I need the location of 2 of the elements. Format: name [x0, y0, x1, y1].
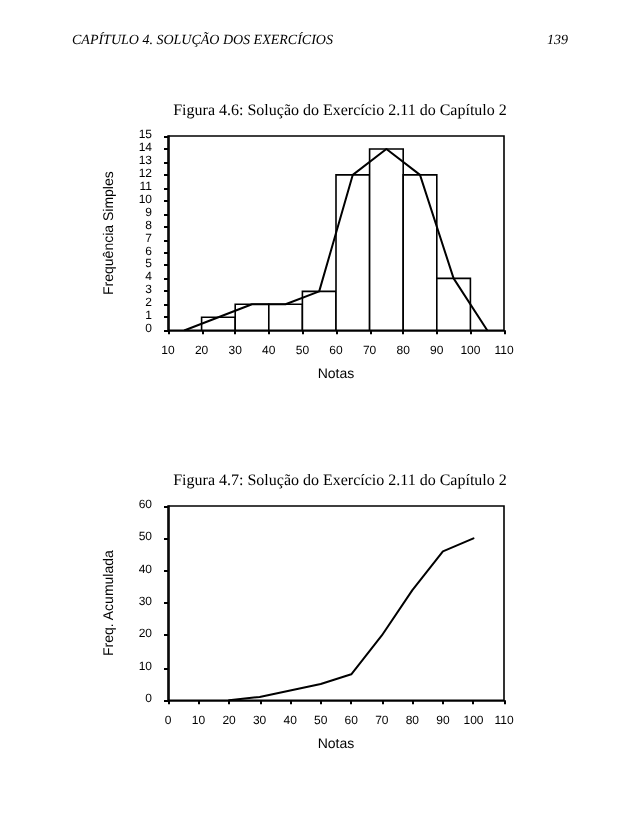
- chart-title: Figura 4.6: Solução do Exercício 2.11 do Capítulo 2: [173, 101, 507, 119]
- chart-title: Figura 4.7: Solução do Exercício 2.11 do Capítulo 2: [173, 471, 507, 489]
